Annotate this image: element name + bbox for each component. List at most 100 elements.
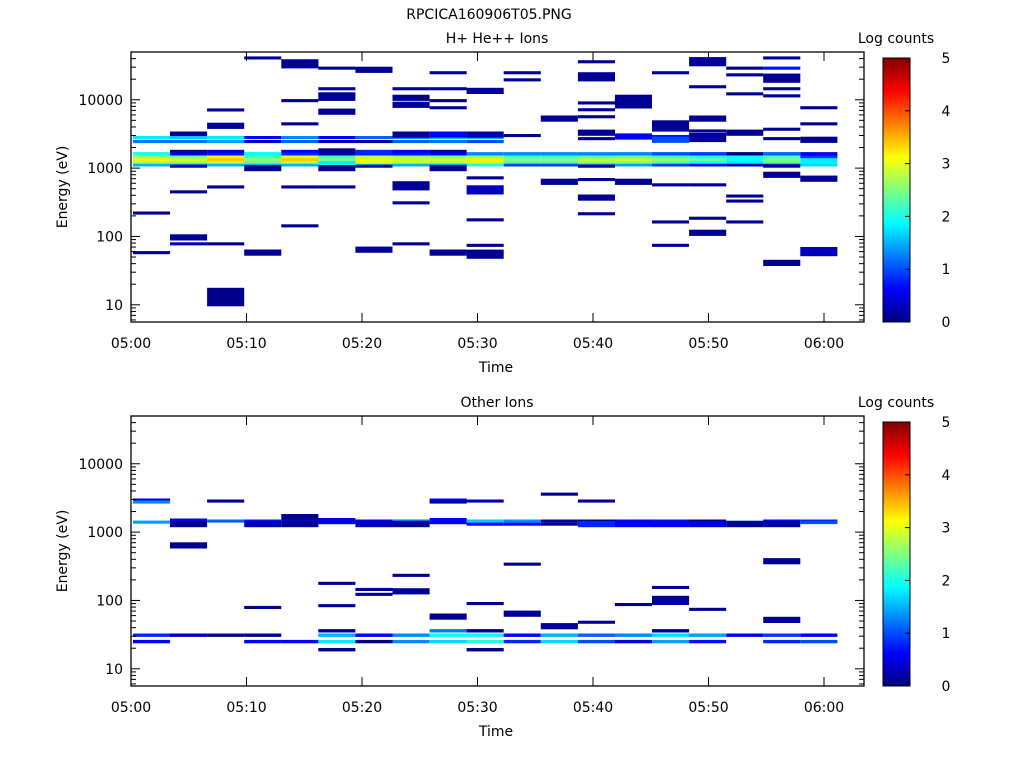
spectrogram-cell [133,154,171,159]
spectrogram-cell [392,131,430,138]
colorbar-tick-label: 5 [942,51,951,67]
spectrogram-cell [281,163,319,167]
spectrogram-cell [466,639,504,644]
spectrogram-cell [466,243,504,247]
y-tick-label: 1000 [87,525,123,541]
spectrogram-cell [318,108,356,115]
spectrogram-cell [207,157,245,161]
spectrogram-cell [466,218,504,222]
spectrogram-cell [429,87,467,91]
spectrogram-cell [244,152,282,156]
spectrogram-cell [392,94,430,101]
spectrogram-cell [466,633,504,637]
spectrogram-cell [207,185,245,189]
spectrogram-cell [577,108,615,112]
spectrogram-cell [726,163,764,167]
spectrogram-cell [392,521,430,528]
spectrogram-cell [614,152,652,156]
colorbar-tick-label: 2 [942,573,951,589]
spectrogram-cell [689,639,727,644]
spectrogram-cell [170,140,208,144]
spectrogram-cell [503,160,541,164]
spectrogram-cell [614,99,652,109]
colorbar-tick-label: 4 [942,104,951,120]
spectrogram-cell [207,136,245,140]
panel-title: H+ He++ Ions [446,31,549,47]
spectrogram-cell [355,521,393,528]
spectrogram-cell [800,154,838,159]
spectrogram-cell [614,133,652,140]
spectrogram-cell [429,157,467,161]
colorbar-label: Log counts [858,395,934,411]
spectrogram-cell [763,259,801,266]
spectrogram-cell [652,243,690,247]
x-tick-label: 05:20 [342,336,382,352]
spectrogram-cell [429,165,467,172]
spectrogram-cell [652,163,690,167]
spectrogram-cell [318,163,356,167]
spectrogram-cell [800,157,838,161]
spectrogram-cell [318,165,356,172]
x-axis-label: Time [478,360,513,376]
spectrogram-cell [614,157,652,161]
spectrogram-cell [429,500,467,504]
spectrogram-cell [800,175,838,182]
spectrogram-cell [689,521,727,528]
spectrogram-cell [244,521,282,528]
colorbar-tick-label: 0 [942,315,951,331]
spectrogram-cell [355,149,393,153]
spectrogram-cell [244,633,282,637]
plot-frame [130,415,865,687]
spectrogram-cell [540,160,578,164]
spectrogram-cell [689,163,727,167]
spectrogram-cell [318,629,356,633]
spectrogram-cell [689,129,727,133]
spectrogram-cell [763,154,801,159]
spectrogram-cell [244,605,282,609]
spectrogram-cell [503,71,541,75]
spectrogram-cell [726,154,764,159]
spectrogram-cell [207,499,245,503]
spectrogram-cell [614,154,652,159]
spectrogram-cell [355,140,393,144]
spectrogram-cell [392,201,430,205]
spectrogram-cell [540,154,578,159]
spectrogram-cell [466,160,504,164]
spectrogram-cell [689,633,727,637]
spectrogram-cell [170,190,208,194]
x-tick-label: 05:30 [457,700,497,716]
spectrogram-cell [763,157,801,161]
spectrogram-cell [133,498,171,502]
spectrogram-cell [466,131,504,138]
spectrogram-cell [540,152,578,156]
spectrogram-cell [429,154,467,159]
y-tick-label: 10000 [78,93,123,109]
x-tick-label: 05:30 [457,336,497,352]
spectrogram-cell [763,66,801,70]
spectrogram-cell [763,94,801,98]
spectrogram-cell [726,633,764,637]
spectrogram-cell [652,120,690,124]
spectrogram-cell [133,140,171,144]
spectrogram-cell [726,152,764,156]
colorbar-tick-label: 1 [942,626,951,642]
spectrogram-cell [689,183,727,187]
spectrogram-cell [281,185,319,189]
spectrogram-cell [763,152,801,156]
spectrogram-cell [503,157,541,161]
spectrogram-cell [800,122,838,126]
spectrogram-cell [244,56,282,60]
spectrogram-cell [355,66,393,73]
spectrogram-cell [355,246,393,253]
spectrogram-cell [763,633,801,637]
colorbar-label: Log counts [858,31,934,47]
spectrogram-cell [540,115,578,122]
spectrogram-cell [614,94,652,101]
spectrogram-cell [207,108,245,112]
spectrogram-cell [281,59,319,69]
spectrogram-cell [392,157,430,161]
colorbar-tick-label: 4 [942,468,951,484]
spectrogram-cell [392,639,430,644]
spectrogram-cell [726,73,764,77]
spectrogram-cell [392,181,430,191]
